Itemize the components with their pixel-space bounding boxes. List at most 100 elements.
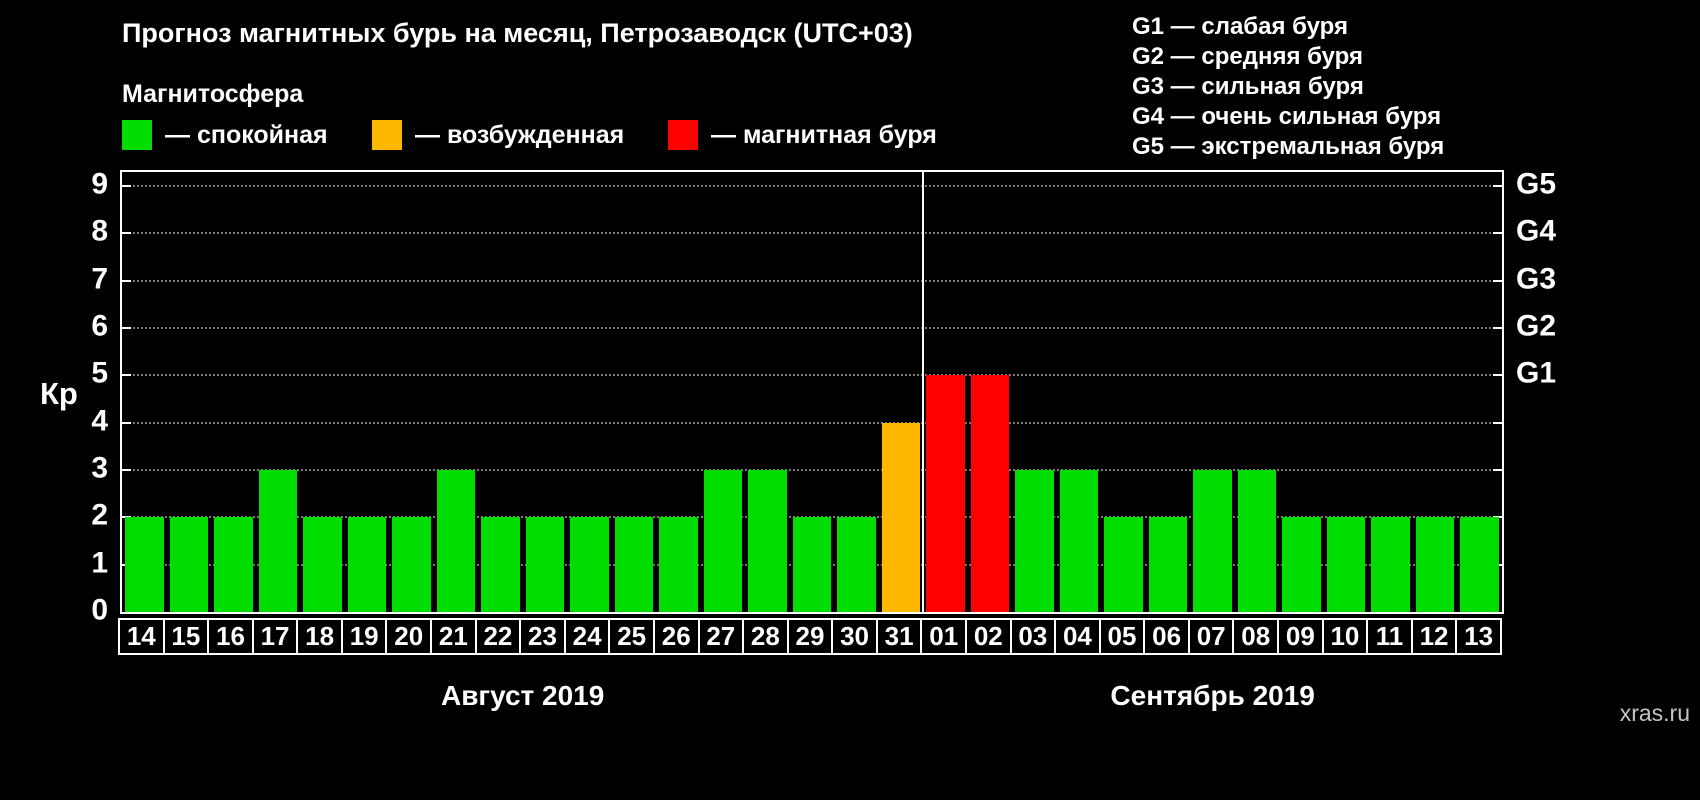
legend-label-storm: — магнитная буря: [711, 120, 937, 149]
day-label: 10: [1321, 618, 1369, 655]
day-label: 22: [474, 618, 522, 655]
left-axis-tick: [122, 516, 131, 519]
quiet-color-swatch: [122, 120, 152, 150]
chart-title: Прогноз магнитных бурь на месяц, Петроза…: [122, 18, 913, 48]
kp-bar: [169, 517, 209, 612]
kp-bar: [1148, 517, 1188, 612]
gridline: [122, 327, 1502, 329]
g-scale-legend: G1 — слабая буря G2 — средняя буря G3 — …: [1132, 12, 1444, 162]
kp-bar: [570, 517, 609, 612]
right-axis-tick: [1493, 421, 1502, 424]
day-label: 29: [786, 618, 834, 655]
g-tick-label: G4: [1516, 214, 1557, 248]
y-tick-label: 4: [91, 403, 108, 437]
gridline: [122, 279, 1502, 282]
kp-bar: [392, 517, 431, 612]
watermark: xras.ru: [1619, 700, 1690, 726]
left-axis-tick: [122, 185, 131, 187]
kp-bar: [926, 375, 965, 612]
kp-bar: [614, 517, 654, 612]
day-axis: 14 15 16 17 18 19 20 21 22 23 24 25 26 27 28 29 30 31 01 02…: [118, 618, 1502, 655]
kp-bar: [659, 517, 698, 612]
day-label: 21: [430, 618, 477, 655]
right-axis-tick: [1493, 232, 1502, 235]
g-tick-label: G2: [1516, 309, 1557, 343]
day-label: 18: [296, 618, 343, 655]
day-label: 24: [563, 618, 611, 655]
right-axis-tick: [1493, 469, 1502, 471]
g-scale-legend-item-g3: G3 — сильная буря: [1132, 73, 1364, 100]
kp-bar: [1282, 517, 1321, 612]
kp-bar: [303, 517, 342, 612]
kp-bar: [1059, 470, 1099, 612]
kp-bar: [1460, 517, 1499, 612]
kp-bar: [792, 517, 832, 612]
kp-bar: [258, 470, 298, 612]
gridline: [122, 421, 1502, 424]
left-axis-tick: [122, 279, 131, 282]
g-tick-label: G5: [1516, 167, 1557, 201]
day-label: 02: [964, 618, 1012, 655]
y-tick-label: 7: [91, 261, 108, 295]
y-tick-label: 6: [91, 309, 108, 343]
kp-bar: [347, 517, 387, 612]
day-label: 30: [831, 618, 878, 655]
day-label: 09: [1277, 618, 1324, 655]
left-axis-tick: [122, 421, 131, 424]
gridline: [122, 374, 1502, 377]
kp-bar: [970, 375, 1010, 612]
magnetosphere-heading: Магнитосфера: [122, 80, 304, 108]
g-scale-legend-item-g1: G1 — слабая буря: [1132, 13, 1349, 40]
g-scale-legend-item-g4: G4 — очень сильная буря: [1132, 103, 1442, 130]
kp-bar: [436, 470, 476, 612]
g-scale-legend-item-g2: G2 — средняя буря: [1132, 43, 1363, 70]
day-label: 07: [1187, 618, 1235, 655]
gridline: [122, 516, 1502, 519]
legend-item-storm: — магнитная буря: [668, 120, 937, 150]
magnetosphere-legend: — спокойная — возбужденная — магнитная б…: [0, 120, 1700, 152]
day-label: 26: [652, 618, 700, 655]
kp-bar: [703, 470, 743, 612]
plot-area: 0 1 2 3 4 5 6 7 8 9 G1 G2 G3 G4 G5: [91, 167, 1556, 626]
day-label: 05: [1098, 618, 1146, 655]
left-axis-tick: [122, 374, 131, 377]
day-label: 06: [1143, 618, 1190, 655]
day-label: 25: [608, 618, 655, 655]
g-scale-legend-item-g5: G5 — экстремальная буря: [1132, 133, 1445, 160]
month-label: Август 2019: [440, 680, 605, 711]
y-tick-label: 0: [91, 593, 108, 627]
legend-item-excited: — возбужденная: [372, 120, 624, 150]
kp-bar: [1415, 517, 1455, 612]
month-label: Сентябрь 2019: [1110, 680, 1315, 711]
kp-bar: [881, 422, 921, 612]
day-label: 31: [875, 618, 923, 655]
gridline: [122, 469, 1502, 471]
right-axis-tick: [1493, 374, 1502, 377]
excited-color-swatch: [372, 120, 402, 150]
y-tick-label: 8: [91, 214, 108, 248]
kp-bar: [1193, 470, 1232, 612]
g-tick-label: G3: [1516, 261, 1557, 295]
kp-bar: [1104, 517, 1143, 612]
day-label: 17: [251, 618, 299, 655]
kp-bar: [1015, 470, 1054, 612]
day-label: 03: [1009, 618, 1057, 655]
legend-item-quiet: — спокойная: [122, 120, 328, 150]
right-axis-tick: [1493, 185, 1502, 187]
y-tick-label: 2: [91, 498, 108, 532]
y-tick-label: 9: [91, 167, 108, 201]
kp-bar: [1237, 470, 1277, 612]
day-label: 13: [1455, 618, 1502, 655]
kp-bar: [748, 470, 787, 612]
y-tick-label: 5: [91, 356, 108, 390]
kp-bar: [1371, 517, 1410, 612]
day-label: 11: [1366, 618, 1413, 655]
day-label: 23: [519, 618, 566, 655]
right-axis-tick: [1493, 516, 1502, 519]
legend-label-quiet: — спокойная: [165, 120, 328, 149]
kp-bar: [525, 517, 565, 612]
right-axis-tick: [1493, 279, 1502, 282]
day-label: 20: [385, 618, 433, 655]
day-label: 16: [207, 618, 254, 655]
kp-bar: [214, 517, 253, 612]
